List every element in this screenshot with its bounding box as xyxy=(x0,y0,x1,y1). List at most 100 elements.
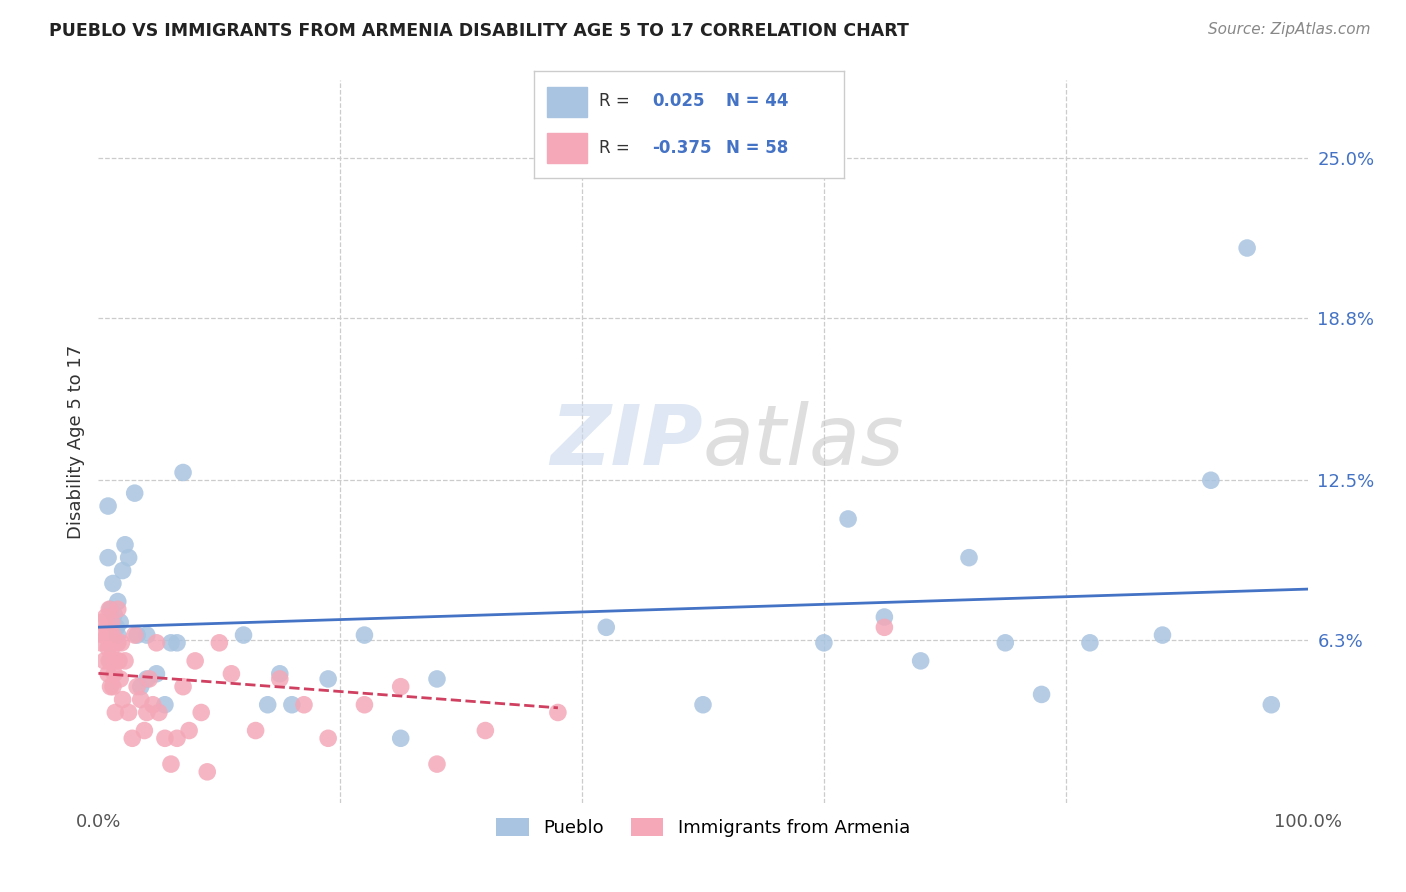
Point xyxy=(127,680,149,694)
Point xyxy=(98,654,121,668)
Point xyxy=(134,723,156,738)
Text: Source: ZipAtlas.com: Source: ZipAtlas.com xyxy=(1208,22,1371,37)
Point xyxy=(994,636,1017,650)
Point xyxy=(103,607,125,622)
Point xyxy=(145,636,167,650)
Point xyxy=(100,680,122,694)
Point xyxy=(1260,698,1282,712)
Text: PUEBLO VS IMMIGRANTS FROM ARMENIA DISABILITY AGE 5 TO 17 CORRELATION CHART: PUEBLO VS IMMIGRANTS FROM ARMENIA DISABI… xyxy=(49,22,910,40)
Text: N = 58: N = 58 xyxy=(725,139,789,157)
Point xyxy=(426,757,449,772)
Text: N = 44: N = 44 xyxy=(725,93,789,111)
Point xyxy=(94,610,117,624)
Point xyxy=(1236,241,1258,255)
Point xyxy=(316,672,339,686)
Point xyxy=(138,672,160,686)
Point xyxy=(91,615,114,630)
Point xyxy=(910,654,932,668)
Point xyxy=(111,564,134,578)
Point xyxy=(129,680,152,694)
Point xyxy=(105,620,128,634)
Point xyxy=(160,757,183,772)
Point xyxy=(121,731,143,746)
Point xyxy=(96,620,118,634)
Point xyxy=(353,628,375,642)
Point xyxy=(316,731,339,746)
Point xyxy=(101,680,124,694)
Point xyxy=(1199,473,1222,487)
Point xyxy=(107,628,129,642)
Point xyxy=(108,654,131,668)
Point xyxy=(135,672,157,686)
Point xyxy=(281,698,304,712)
Point xyxy=(547,706,569,720)
Point xyxy=(232,628,254,642)
Point xyxy=(127,628,149,642)
Point xyxy=(153,731,176,746)
Point xyxy=(114,538,136,552)
Point xyxy=(172,680,194,694)
Point xyxy=(124,628,146,642)
FancyBboxPatch shape xyxy=(547,134,586,163)
Point xyxy=(595,620,617,634)
Point xyxy=(114,654,136,668)
Point xyxy=(100,615,122,630)
Text: 0.025: 0.025 xyxy=(652,93,704,111)
Point xyxy=(153,698,176,712)
Point xyxy=(98,602,121,616)
Point xyxy=(195,764,218,779)
Point xyxy=(100,628,122,642)
Point xyxy=(93,654,115,668)
Point xyxy=(1031,687,1053,701)
Point xyxy=(96,628,118,642)
Point xyxy=(256,698,278,712)
Text: atlas: atlas xyxy=(703,401,904,482)
Point xyxy=(873,620,896,634)
Y-axis label: Disability Age 5 to 17: Disability Age 5 to 17 xyxy=(66,344,84,539)
Point xyxy=(145,666,167,681)
Point xyxy=(97,550,120,565)
Point xyxy=(292,698,315,712)
Point xyxy=(1078,636,1101,650)
Point xyxy=(353,698,375,712)
Point xyxy=(111,692,134,706)
Point xyxy=(105,654,128,668)
Point xyxy=(104,706,127,720)
Point xyxy=(97,640,120,655)
Point xyxy=(873,610,896,624)
Point xyxy=(135,628,157,642)
FancyBboxPatch shape xyxy=(547,87,586,118)
Point xyxy=(166,636,188,650)
Point xyxy=(1152,628,1174,642)
Point xyxy=(221,666,243,681)
Point xyxy=(108,672,131,686)
Point xyxy=(107,602,129,616)
Text: -0.375: -0.375 xyxy=(652,139,711,157)
Point xyxy=(160,636,183,650)
Legend: Pueblo, Immigrants from Armenia: Pueblo, Immigrants from Armenia xyxy=(489,811,917,845)
Point xyxy=(107,636,129,650)
Point xyxy=(389,680,412,694)
Point xyxy=(179,723,201,738)
Point xyxy=(190,706,212,720)
Point xyxy=(107,594,129,608)
Point xyxy=(269,672,291,686)
Point xyxy=(135,706,157,720)
Point xyxy=(108,615,131,630)
Point xyxy=(208,636,231,650)
Point xyxy=(97,666,120,681)
Point xyxy=(101,628,124,642)
Point xyxy=(813,636,835,650)
Point xyxy=(118,706,141,720)
Point xyxy=(184,654,207,668)
Point xyxy=(118,550,141,565)
Point xyxy=(692,698,714,712)
Point xyxy=(100,640,122,655)
Text: R =: R = xyxy=(599,139,636,157)
Point xyxy=(474,723,496,738)
Point xyxy=(101,576,124,591)
Point xyxy=(837,512,859,526)
Point xyxy=(166,731,188,746)
Point xyxy=(90,636,112,650)
Point xyxy=(172,466,194,480)
